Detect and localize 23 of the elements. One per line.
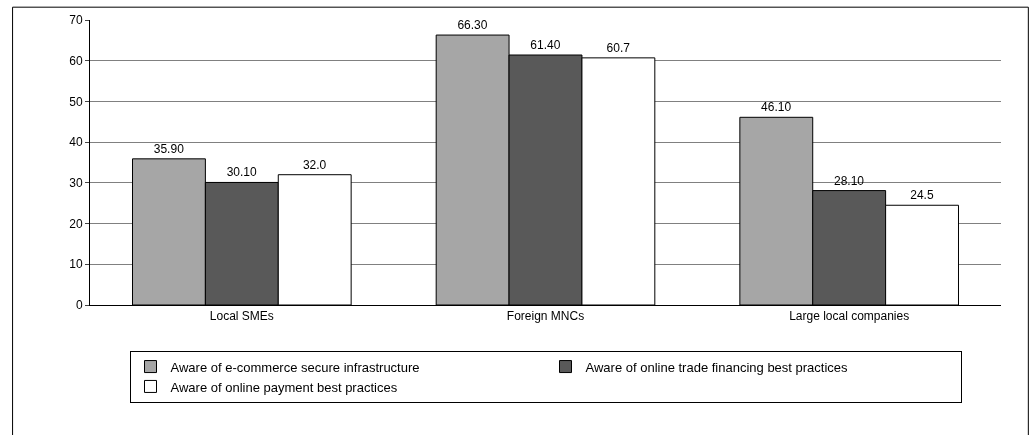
- data-label: 35.90: [153, 141, 185, 156]
- data-label: 60.7: [606, 40, 631, 55]
- data-label: 30.10: [226, 165, 258, 180]
- y-tick-label: 0: [75, 298, 83, 313]
- y-tick-label: 30: [69, 176, 83, 191]
- data-label: 28.10: [833, 173, 865, 188]
- data-label: 46.10: [761, 100, 792, 115]
- data-label: 61.40: [530, 38, 561, 53]
- x-tick-label: Large local companies: [789, 309, 910, 324]
- y-tick-label: 50: [69, 94, 83, 109]
- y-tick-label: 20: [69, 216, 83, 231]
- y-tick-label: 60: [69, 53, 83, 68]
- y-tick-label: 70: [69, 13, 83, 28]
- x-tick-label: Foreign MNCs: [506, 309, 585, 324]
- x-tick-label: Local SMEs: [209, 309, 274, 324]
- legend-label: Aware of online trade financing best practices: [585, 359, 849, 375]
- y-tick-label: 40: [69, 135, 83, 150]
- legend-label: Aware of online payment best practices: [170, 379, 398, 395]
- legend-label: Aware of e-commerce secure infrastructure: [170, 359, 420, 375]
- data-label: 66.30: [457, 18, 488, 33]
- data-label: 32.0: [302, 157, 327, 172]
- y-tick-label: 10: [69, 257, 83, 272]
- data-label: 24.5: [910, 188, 934, 203]
